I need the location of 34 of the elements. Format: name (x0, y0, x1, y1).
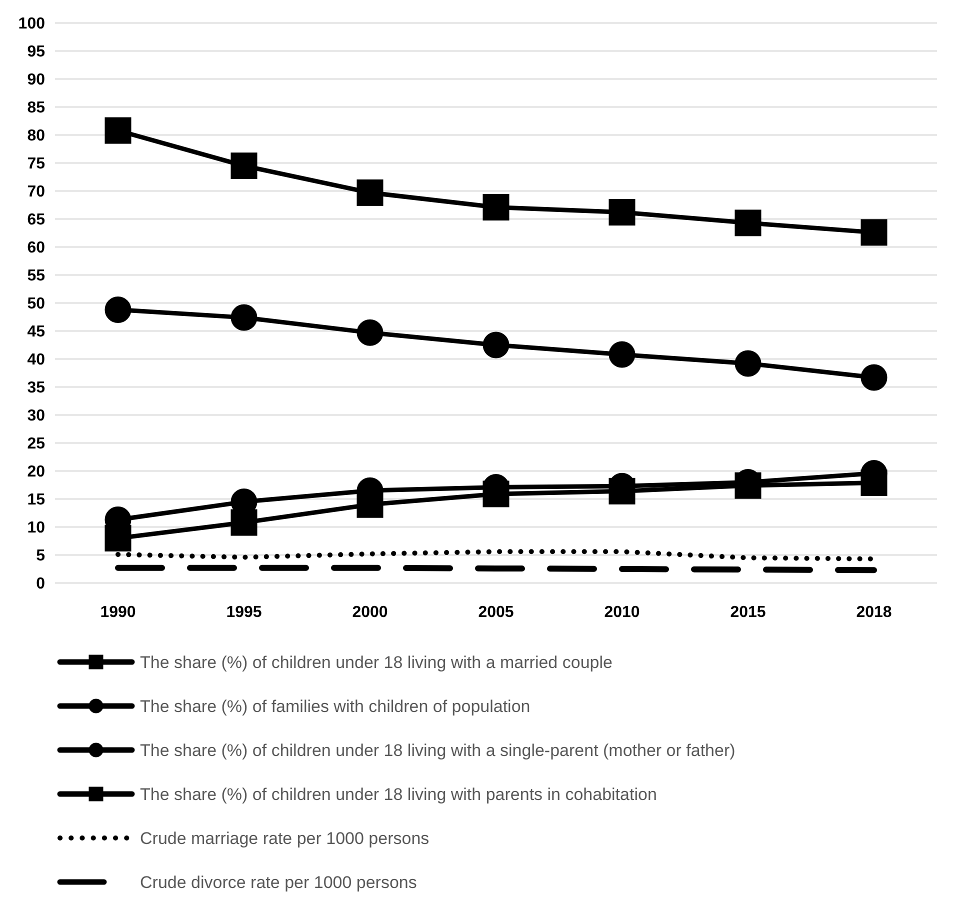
x-tick-label: 2018 (856, 604, 892, 621)
y-tick-label: 25 (27, 436, 46, 453)
legend-label: Crude divorce rate per 1000 persons (140, 872, 417, 892)
y-tick-label: 75 (27, 156, 46, 173)
x-tick-label: 2005 (478, 604, 514, 621)
y-tick-label: 10 (27, 520, 46, 537)
y-tick-label: 15 (27, 492, 46, 509)
y-tick-label: 55 (27, 268, 46, 285)
y-tick-label: 30 (27, 408, 46, 425)
x-tick-label: 1995 (226, 604, 262, 621)
y-tick-label: 5 (36, 548, 46, 565)
x-tick-label: 1990 (100, 604, 136, 621)
y-tick-label: 65 (27, 212, 46, 229)
x-tick-label: 2010 (604, 604, 640, 621)
y-tick-label: 100 (18, 16, 46, 33)
y-tick-label: 35 (27, 380, 46, 397)
y-tick-label: 45 (27, 324, 46, 341)
legend-label: The share (%) of children under 18 living with a married couple (140, 652, 612, 672)
y-tick-label: 0 (36, 576, 46, 593)
legend-label: The share (%) of children under 18 living with parents in cohabitation (140, 784, 657, 804)
y-tick-label: 40 (27, 352, 46, 369)
y-tick-label: 20 (27, 464, 46, 481)
y-tick-label: 90 (27, 72, 46, 89)
y-tick-label: 50 (27, 296, 46, 313)
x-tick-label: 2000 (352, 604, 388, 621)
y-tick-label: 95 (27, 44, 46, 61)
y-tick-label: 70 (27, 184, 46, 201)
y-tick-label: 60 (27, 240, 46, 257)
x-tick-label: 2015 (730, 604, 766, 621)
y-tick-label: 80 (27, 128, 46, 145)
legend-label: The share (%) of children under 18 living with a single-parent (mother or father) (140, 740, 736, 760)
legend-label: The share (%) of families with children of population (140, 696, 530, 716)
legend-label: Crude marriage rate per 1000 persons (140, 828, 430, 848)
y-tick-label: 85 (27, 100, 46, 117)
